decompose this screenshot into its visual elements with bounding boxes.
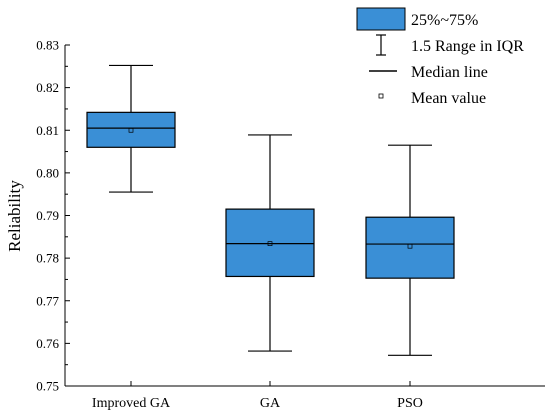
iqr-box [225, 208, 315, 278]
y-tick-label: 0.75 [36, 379, 59, 394]
legend-label-median: Median line [411, 64, 488, 81]
mean-marker [267, 241, 273, 246]
box-group [225, 134, 315, 352]
legend-label-whisker: 1.5 Range in IQR [411, 38, 524, 55]
mean-marker [407, 243, 413, 249]
box-group [365, 144, 455, 356]
y-tick-label: 0.78 [36, 251, 59, 266]
iqr-box [86, 111, 176, 148]
y-tick-label: 0.81 [36, 123, 59, 138]
legend-label-mean: Mean value [411, 90, 486, 107]
x-tick-label: PSO [397, 396, 423, 411]
y-tick-label: 0.82 [36, 80, 59, 95]
y-tick-label: 0.76 [36, 336, 59, 351]
legend-label-box: 25%~75% [411, 12, 478, 29]
y-tick-label: 0.83 [36, 38, 59, 53]
y-tick-label: 0.79 [36, 208, 59, 223]
legend-swatch-mean [378, 93, 384, 99]
x-tick-label: GA [260, 396, 281, 411]
y-tick-label: 0.77 [36, 293, 59, 308]
box-group [86, 64, 176, 193]
x-axis-ticks: Improved GA GA PSO [92, 381, 423, 411]
y-tick-label: 0.80 [36, 165, 59, 180]
legend-swatch-box [356, 7, 406, 31]
legend: 25%~75% 1.5 Range in IQR Median line Mea… [356, 7, 524, 107]
iqr-box [365, 216, 455, 279]
y-axis-title: Reliability [5, 180, 24, 252]
mean-marker [128, 127, 134, 133]
x-tick-label: Improved GA [92, 396, 171, 411]
y-axis-ticks: 0.75 0.76 0.77 0.78 0.79 0.80 0.81 0.82 0.83 [36, 38, 70, 394]
box-series [86, 64, 455, 356]
legend-swatch-whisker [376, 34, 386, 56]
